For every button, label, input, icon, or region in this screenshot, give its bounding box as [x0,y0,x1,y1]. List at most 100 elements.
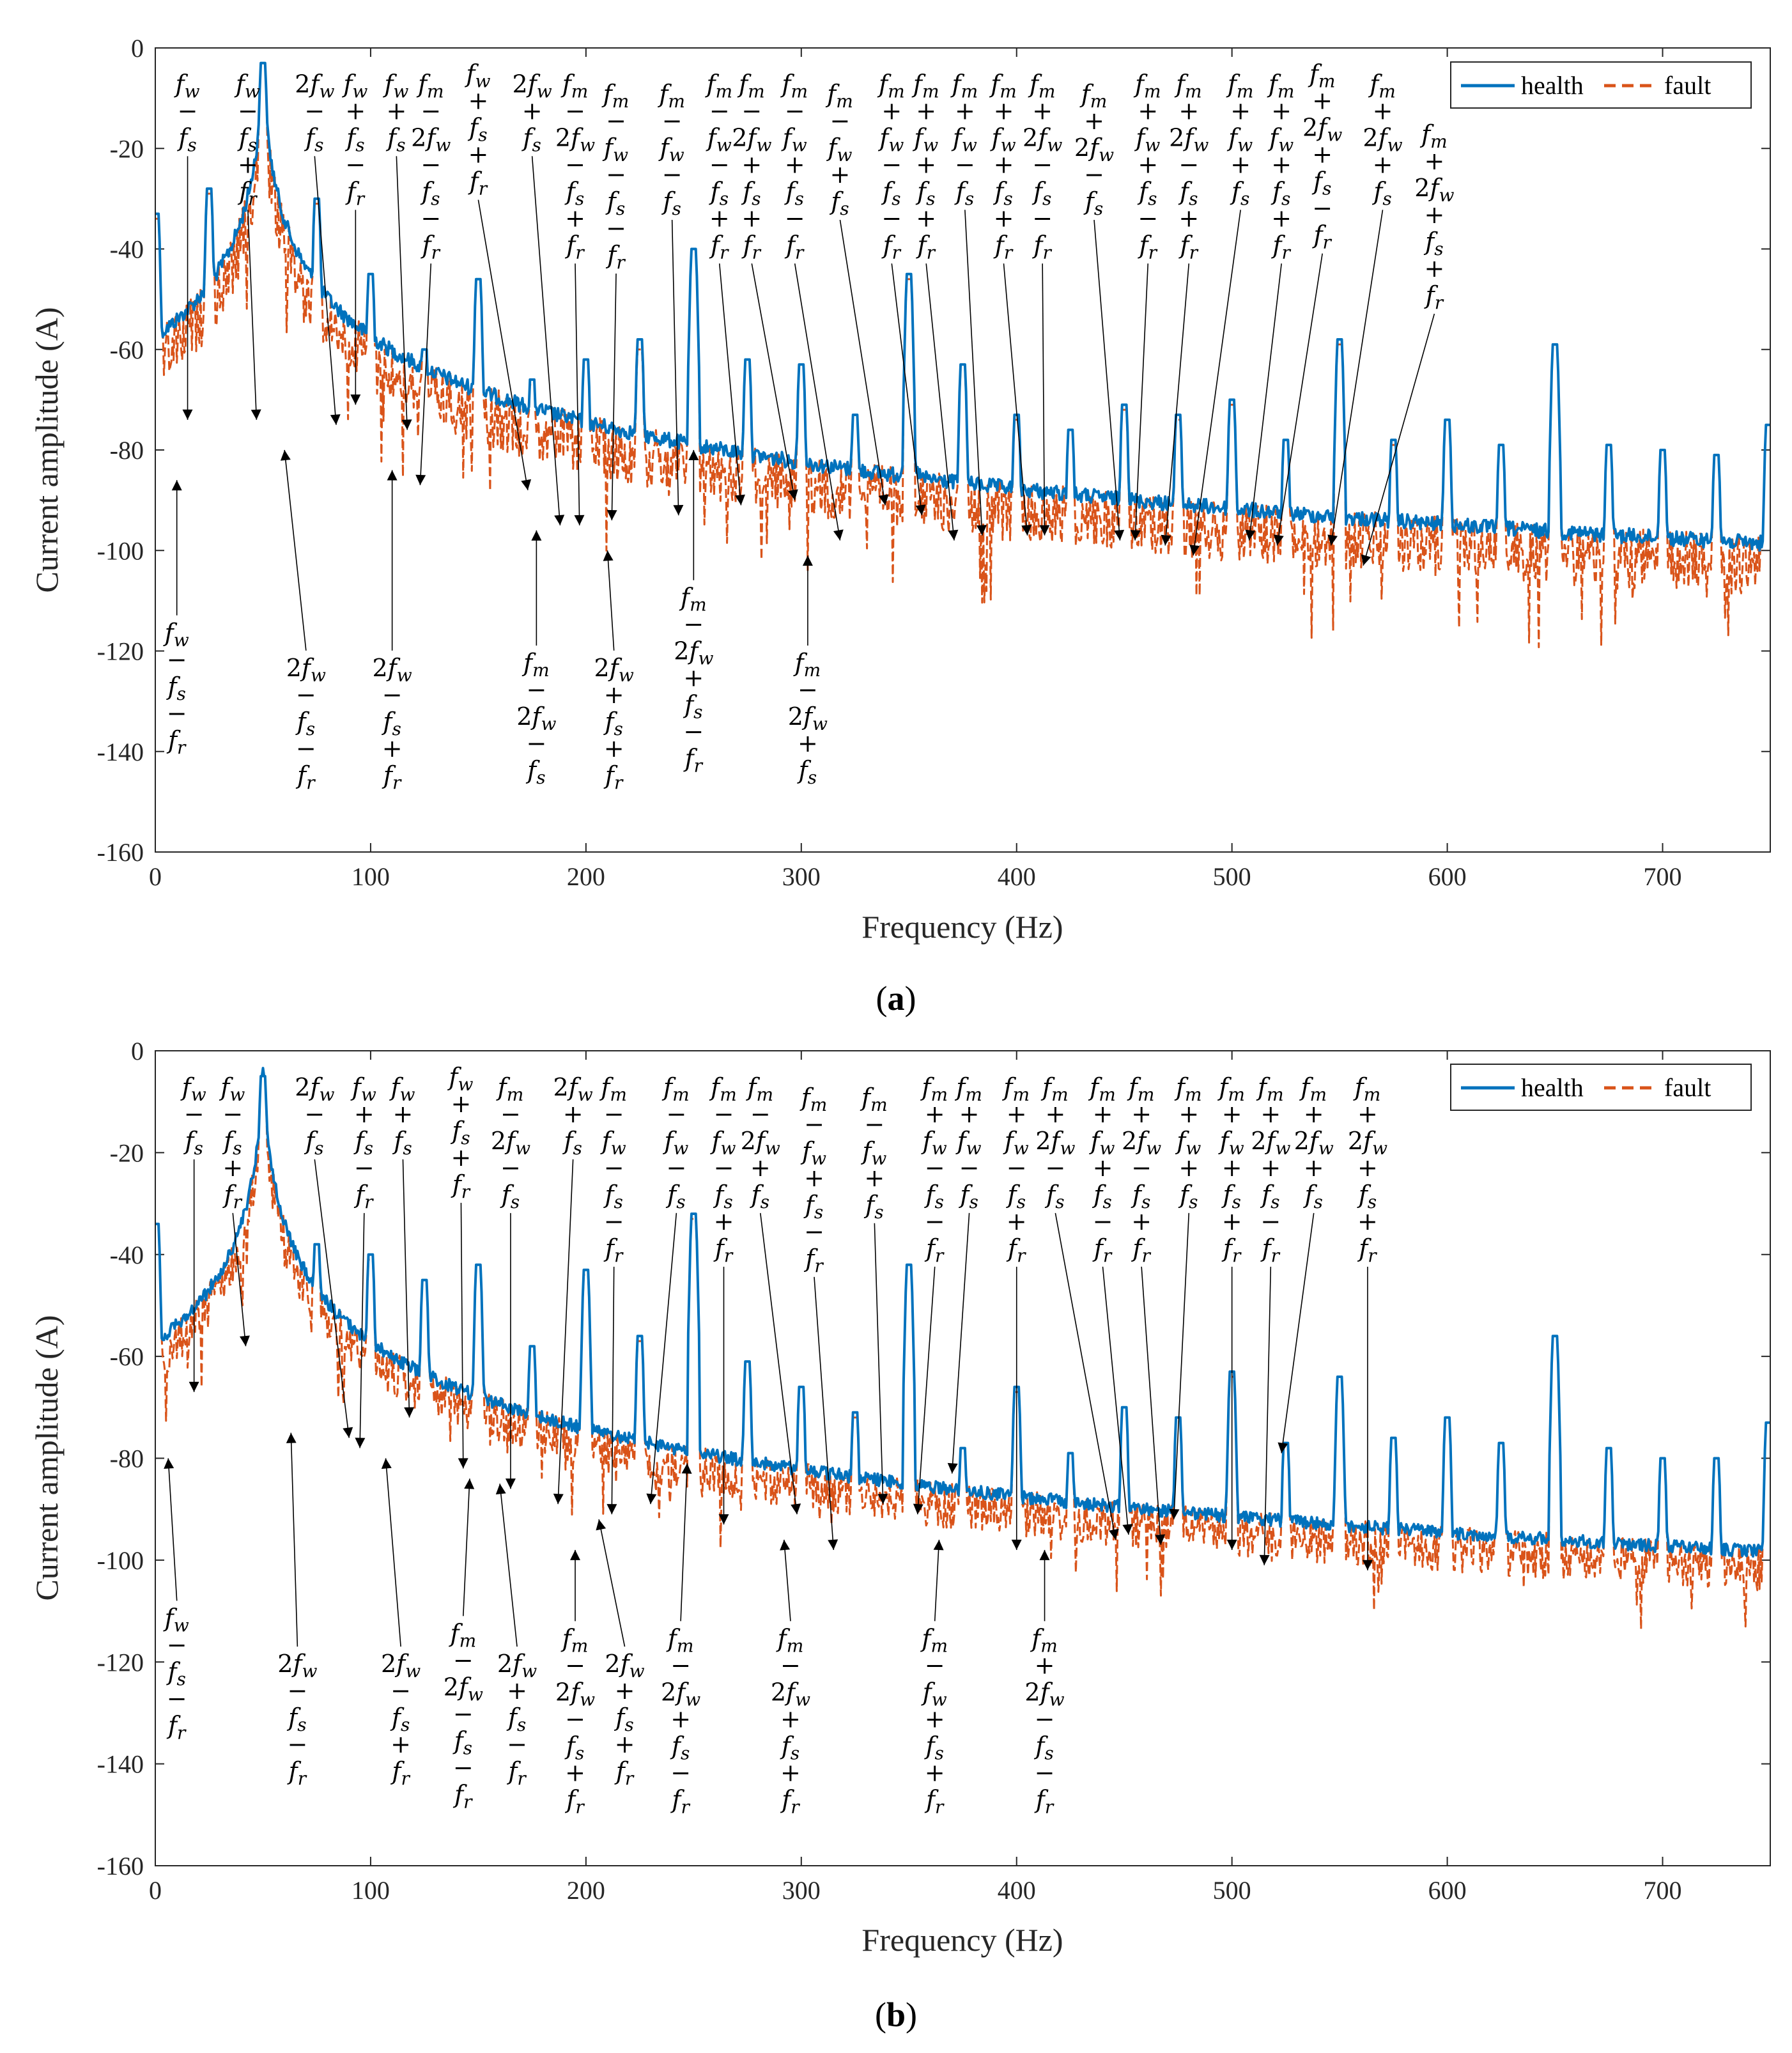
annotation-term: + [925,1705,945,1733]
annotation-leader-line [531,156,561,525]
annotation-arrowhead [1161,534,1171,546]
annotation-term: − [666,1154,686,1182]
y-tick-label-b: -100 [97,1546,144,1575]
annotation-leader-line [460,1202,464,1469]
annotation-term: − [683,610,704,639]
annotation-term: − [345,150,366,178]
annotation-term: + [222,1154,243,1182]
annotation-term: − [714,1154,734,1182]
annotation-term: fs [564,177,584,209]
y-tick-label-b: -160 [97,1852,144,1880]
annotation-leader-line [247,210,258,420]
harmonic-annotation: fm+2fw−fs [1035,1073,1119,1540]
annotation-leader-line [314,1159,350,1438]
annotation-term: + [1230,150,1251,178]
annotation-arrowhead [688,450,699,460]
y-tick-label-a: -120 [97,637,144,666]
y-tick-label-a: -160 [97,838,144,867]
annotation-leader-line [1164,263,1190,546]
annotation-term: + [1304,1154,1324,1182]
annotation-term: + [1084,107,1104,135]
harmonic-annotation: fm−fw−fs [646,1073,690,1505]
annotation-term: − [526,676,546,704]
annotation-term: + [1032,97,1053,125]
annotation-leader-line [934,1539,940,1622]
annotation-arrowhead [1259,1554,1270,1565]
annotation-term: + [1007,1100,1027,1128]
annotation-term: fr [614,1757,635,1789]
annotation-term: − [354,1154,375,1182]
annotation-term: 2fw [1363,123,1402,155]
annotation-leader-line [759,1212,798,1515]
annotation-term: − [709,97,730,125]
annotation-leader-line [385,1458,401,1647]
y-tick-label-a: -60 [110,336,144,364]
annotation-term: + [925,1758,945,1786]
axes-box-b [155,1050,1771,1866]
harmonic-annotation: fm+2fw−fs+fr [1161,70,1209,546]
annotation-arrowhead [802,555,813,566]
annotation-term: − [287,1677,307,1705]
annotation-term: − [662,107,683,135]
y-tick-label-b: 0 [131,1037,144,1065]
annotation-term: − [167,646,187,674]
annotation-term: 2fw [516,702,556,734]
annotation-leader-line [839,219,886,506]
annotation-leader-line [650,1212,677,1505]
annotation-arrowhead [1155,1534,1166,1545]
annotation-arrowhead [1109,1528,1119,1540]
annotation-term: + [925,1100,945,1128]
annotation-term: − [1032,204,1053,232]
annotation-arrowhead [681,1463,692,1474]
annotation-term: fr [166,726,187,758]
annotation-arrowhead [401,419,412,430]
caption-b-letter: b [886,1995,906,2034]
annotation-term: 2fw [661,1678,700,1710]
annotation-leader-line [477,199,529,491]
annotation-term: − [709,150,730,178]
annotation-term: 2fw [1122,1127,1161,1159]
annotation-term: fr [390,1757,410,1789]
annotation-term: 2fw [1074,134,1114,166]
annotation-term: − [453,1753,474,1781]
harmonic-annotation: fw−fs−fr [163,1458,189,1743]
annotation-term: − [238,97,258,125]
annotation-term: 2fw [1302,114,1342,146]
annotation-leader-line [463,1478,470,1616]
x-tick-label-a: 700 [1644,862,1682,891]
annotation-term: − [287,1730,307,1758]
annotation-term: + [604,681,624,709]
annotation-term: + [1178,97,1199,125]
annotation-arrowhead [828,1539,838,1550]
annotation-term: − [670,1651,691,1679]
harmonic-annotation: fm−2fw−fs−fr [444,1478,483,1812]
annotation-term: + [780,1705,801,1733]
annotation-arrowhead [788,489,798,500]
annotation-arrowhead [1011,1539,1022,1550]
annotation-term: + [830,160,851,189]
annotation-term: + [565,1758,585,1786]
annotation-arrowhead [1039,525,1050,536]
harmonic-annotation: fm+2fw+fs−fr [1251,1073,1290,1565]
annotation-term: + [864,1164,884,1192]
annotation-term: − [606,160,626,189]
annotation-term: fm [1217,1073,1245,1105]
annotation-term: + [615,1677,635,1705]
annotation-term: + [959,1100,980,1128]
annotation-term: + [916,204,936,232]
annotation-arrowhead [646,1493,657,1505]
panel-b: 0 100 200 300 400 500 600 700 0 -20 -40 -60 -80 -100 -… [29,1037,1771,2034]
annotation-arrowhead [933,1540,944,1551]
annotation-leader-line [891,263,923,516]
annotation-arrowhead [182,409,193,420]
annotation-leader-line [680,1463,688,1622]
annotation-arrowhead [1362,1560,1373,1570]
annotation-term: + [1271,204,1292,232]
annotation-term: + [1271,97,1292,125]
annotation-term: + [1260,1100,1281,1128]
y-tick-label-a: -20 [110,134,144,163]
annotation-term: + [563,1100,583,1128]
annotation-term: 2fw [381,1650,421,1682]
annotation-term: + [345,97,366,125]
annotation-term: 2fw [732,123,771,155]
